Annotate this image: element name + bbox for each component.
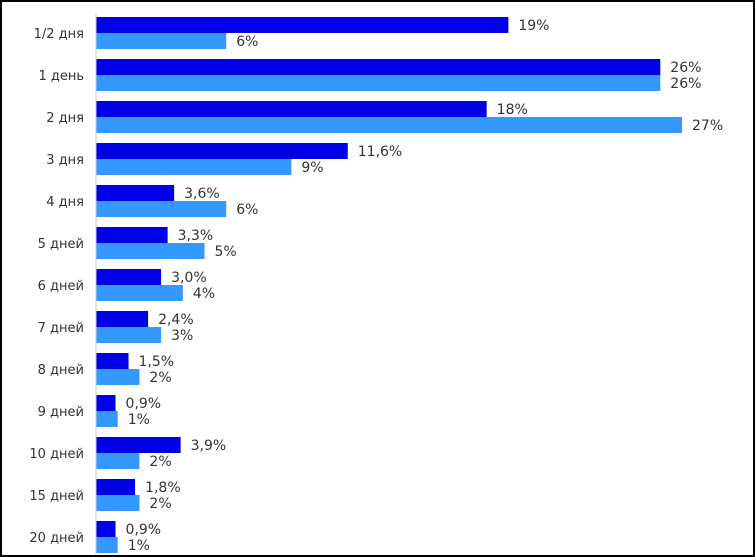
bar-series-1: [96, 395, 116, 411]
data-label: 26%: [670, 60, 701, 76]
bar-series-2: [96, 327, 162, 343]
data-label: 1,8%: [145, 480, 181, 496]
category-label: 5 дней: [38, 237, 84, 252]
bar-series-2: [96, 537, 118, 553]
bars-layer: [96, 17, 682, 553]
data-label: 5%: [215, 244, 237, 260]
category-label: 1 день: [38, 69, 84, 84]
data-label: 9%: [301, 160, 323, 176]
data-label: 26%: [670, 76, 701, 92]
bar-series-1: [96, 353, 129, 369]
data-label: 1%: [128, 412, 150, 428]
data-label: 3,0%: [171, 270, 207, 286]
data-label: 1,5%: [139, 354, 175, 370]
labels-layer: 1/2 дня 19% 6% 1 день 26%26% 2 дня 18% 27% 3 дня…: [29, 18, 723, 554]
category-label: 4 дня: [46, 195, 84, 210]
bar-series-2: [96, 495, 140, 511]
bar-series-2: [96, 117, 682, 133]
category-label: 7 дней: [38, 321, 84, 336]
data-label: 3,3%: [178, 228, 214, 244]
category-label: 10 дней: [29, 447, 84, 462]
bar-series-2: [96, 285, 183, 301]
data-label: 2%: [149, 454, 171, 470]
data-label: 3%: [171, 328, 193, 344]
data-label: 2,4%: [158, 312, 194, 328]
category-label: 20 дней: [29, 531, 84, 546]
data-label: 6%: [236, 202, 258, 218]
bar-series-1: [96, 143, 348, 159]
bar-series-1: [96, 227, 168, 243]
data-label: 27%: [692, 118, 723, 134]
data-label: 4%: [193, 286, 215, 302]
bar-series-2: [96, 411, 118, 427]
category-label: 3 дня: [46, 153, 84, 168]
data-label: 19%: [518, 18, 549, 34]
bar-series-1: [96, 185, 175, 201]
data-label: 11,6%: [358, 144, 402, 160]
category-label: 1/2 дня: [34, 27, 84, 42]
bar-series-1: [96, 101, 487, 117]
data-label: 0,9%: [126, 522, 162, 538]
category-label: 2 дня: [46, 111, 84, 126]
category-label: 9 дней: [38, 405, 84, 420]
data-label: 0,9%: [126, 396, 162, 412]
bar-series-2: [96, 33, 227, 49]
bar-series-2: [96, 453, 140, 469]
data-label: 2%: [149, 496, 171, 512]
data-label: 2%: [149, 370, 171, 386]
data-label: 18%: [497, 102, 528, 118]
category-label: 8 дней: [38, 363, 84, 378]
data-label: 6%: [236, 34, 258, 50]
bar-series-1: [96, 479, 136, 495]
data-label: 3,6%: [184, 186, 220, 202]
bar-series-2: [96, 159, 292, 175]
category-label: 15 дней: [29, 489, 84, 504]
bar-series-1: [96, 311, 149, 327]
bar-series-1: [96, 17, 509, 33]
bar-series-1: [96, 59, 661, 75]
bar-series-1: [96, 269, 162, 285]
bar-series-2: [96, 201, 227, 217]
bar-series-1: [96, 437, 181, 453]
bar-series-2: [96, 75, 661, 91]
bar-series-2: [96, 243, 205, 259]
bar-series-2: [96, 369, 140, 385]
category-label: 6 дней: [38, 279, 84, 294]
data-label: 1%: [128, 538, 150, 554]
bar-series-1: [96, 521, 116, 537]
data-label: 3,9%: [191, 438, 227, 454]
